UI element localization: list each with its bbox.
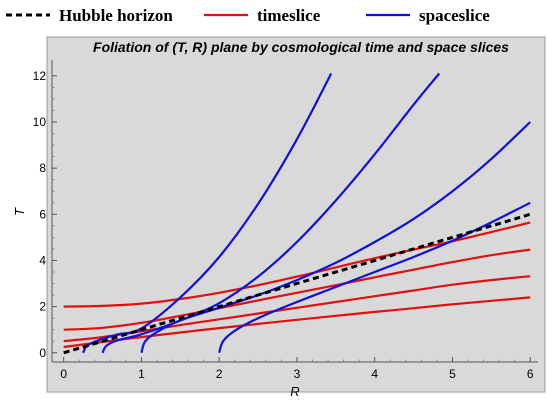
series-layer [63, 72, 531, 355]
x-tick-label: 6 [527, 367, 534, 381]
legend-label: Hubble horizon [59, 6, 173, 25]
y-tick-label: 2 [39, 300, 46, 314]
x-tick-label: 4 [371, 367, 378, 381]
legend-label: timeslice [257, 6, 321, 25]
spaceslice-line [101, 72, 441, 354]
legend: Hubble horizon timeslice spaceslice [6, 6, 490, 25]
x-tick-label: 2 [216, 367, 223, 381]
hubble-horizon-line [63, 212, 531, 355]
spaceslice-line [218, 201, 531, 354]
chart-title: Foliation of (T, R) plane by cosmologica… [93, 39, 509, 55]
y-tick-label: 10 [33, 115, 47, 129]
x-tick-label: 1 [138, 367, 145, 381]
x-tick-label: 3 [294, 367, 301, 381]
y-tick-label: 6 [39, 207, 46, 221]
x-tick-label: 0 [60, 367, 67, 381]
spaceslice-line [82, 72, 333, 354]
y-axis-label: T [12, 207, 27, 216]
spaceslice-line [140, 121, 531, 354]
x-axis-label: R [290, 384, 299, 399]
timeslice-line [63, 296, 531, 349]
x-tick-label: 5 [449, 367, 456, 381]
y-tick-label: 8 [39, 161, 46, 175]
legend-label: spaceslice [419, 6, 490, 25]
timeslice-line [63, 275, 531, 343]
y-tick-label: 0 [39, 346, 46, 360]
y-tick-label: 12 [33, 69, 47, 83]
timeslice-line [63, 248, 531, 331]
y-tick-label: 4 [39, 253, 46, 267]
